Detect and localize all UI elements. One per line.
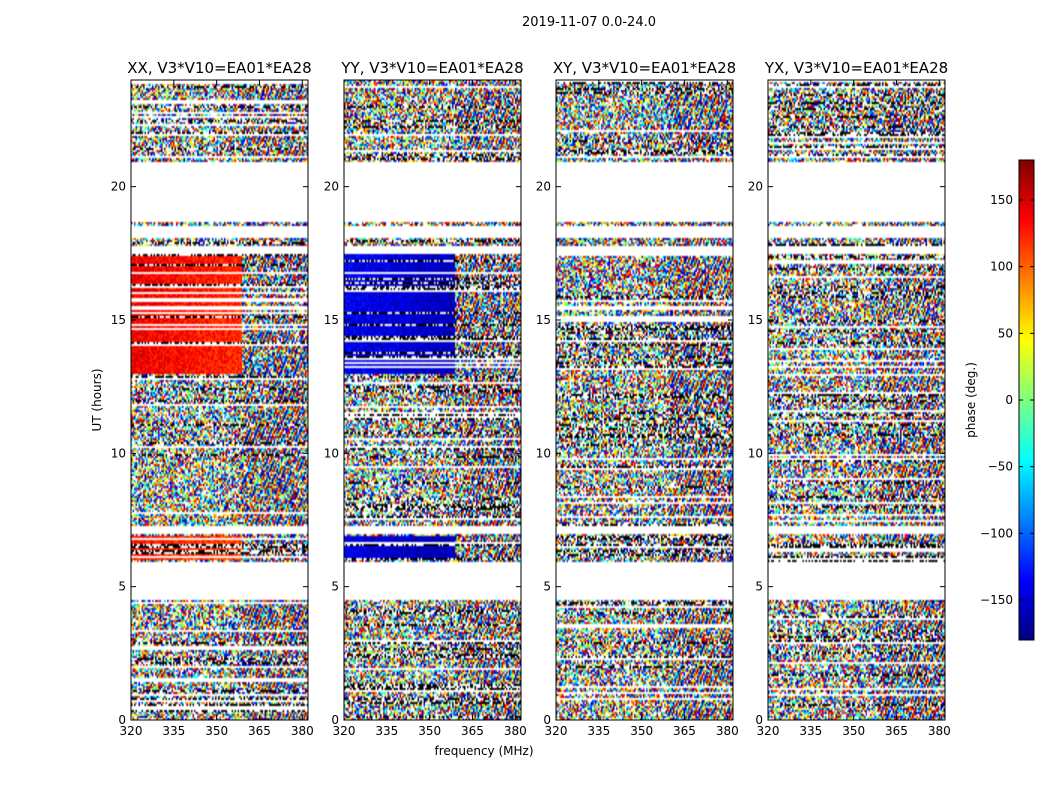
plot-frame <box>767 79 946 721</box>
y-tick-label: 0 <box>543 713 551 727</box>
x-tick-label: 320 <box>120 724 143 738</box>
x-tick-label: 335 <box>799 724 822 738</box>
x-tick-label: 320 <box>545 724 568 738</box>
x-tick-label: 350 <box>418 724 441 738</box>
x-tick-label: 350 <box>205 724 228 738</box>
phase-heatmap <box>768 80 945 720</box>
colorbar-label: phase (deg.) <box>964 362 978 438</box>
x-axis-label: frequency (MHz) <box>434 744 533 758</box>
colorbar: 150 100 50 0 −50 −100 −150 <box>980 159 1035 641</box>
x-tick-label: 380 <box>291 724 314 738</box>
y-tick-label: 0 <box>755 713 763 727</box>
phase-heatmap <box>344 80 521 720</box>
colorbar-tick-label: 100 <box>990 260 1013 274</box>
x-tick-label: 320 <box>333 724 356 738</box>
panel-4: YX, V3*V10=EA01*EA28 320 335 350 365 380 0 5 10 1… <box>748 59 951 738</box>
y-tick-label: 10 <box>748 446 763 460</box>
panel-title: YY, V3*V10=EA01*EA28 <box>340 59 523 77</box>
y-tick-label: 10 <box>111 446 126 460</box>
x-tick-label: 350 <box>630 724 653 738</box>
x-tick-label: 320 <box>757 724 780 738</box>
colorbar-tick-label: −50 <box>988 460 1013 474</box>
x-tick-label: 365 <box>248 724 271 738</box>
x-tick-label: 335 <box>162 724 185 738</box>
phase-heatmap <box>131 80 308 720</box>
y-tick-label: 20 <box>111 180 126 194</box>
y-tick-label: 0 <box>331 713 339 727</box>
colorbar-tick-label: 150 <box>990 193 1013 207</box>
y-tick-label: 5 <box>331 580 339 594</box>
panel-title: YX, V3*V10=EA01*EA28 <box>764 59 948 77</box>
y-tick-label: 10 <box>536 446 551 460</box>
y-tick-label: 15 <box>324 313 339 327</box>
y-tick-label: 5 <box>118 580 126 594</box>
y-tick-label: 20 <box>324 180 339 194</box>
x-tick-label: 365 <box>885 724 908 738</box>
y-axis-label: UT (hours) <box>90 368 104 431</box>
y-tick-label: 5 <box>543 580 551 594</box>
panel-3: XY, V3*V10=EA01*EA28 320 335 350 365 380 0 5 10 1… <box>536 59 739 738</box>
colorbar-tick-label: −150 <box>980 593 1013 607</box>
colorbar-tick-label: 0 <box>1005 393 1013 407</box>
figure-suptitle: 2019-11-07 0.0-24.0 <box>522 15 656 30</box>
y-tick-label: 0 <box>118 713 126 727</box>
panel-title: XY, V3*V10=EA01*EA28 <box>553 59 736 77</box>
y-tick-label: 15 <box>536 313 551 327</box>
x-tick-label: 380 <box>928 724 951 738</box>
x-tick-label: 335 <box>375 724 398 738</box>
x-tick-label: 380 <box>716 724 739 738</box>
x-tick-label: 335 <box>587 724 610 738</box>
phase-heatmap <box>556 80 733 720</box>
y-tick-label: 5 <box>755 580 763 594</box>
panel-2: YY, V3*V10=EA01*EA28 320 335 350 365 380 0 5 10 1… <box>324 59 527 738</box>
plot-frame <box>555 79 734 721</box>
colorbar-tick-label: −100 <box>980 526 1013 540</box>
y-tick-label: 20 <box>536 180 551 194</box>
x-tick-label: 380 <box>504 724 527 738</box>
x-tick-label: 365 <box>673 724 696 738</box>
panel-title: XX, V3*V10=EA01*EA28 <box>127 59 311 77</box>
y-tick-label: 10 <box>324 446 339 460</box>
plot-frame <box>130 79 309 721</box>
colorbar-tick-label: 50 <box>998 326 1013 340</box>
y-tick-label: 15 <box>748 313 763 327</box>
x-tick-label: 350 <box>842 724 865 738</box>
x-tick-label: 365 <box>461 724 484 738</box>
panels: XX, V3*V10=EA01*EA28 320 335 350 365 380 0 5 10 1… <box>111 59 951 738</box>
panel-1: XX, V3*V10=EA01*EA28 320 335 350 365 380 0 5 10 1… <box>111 59 314 738</box>
y-tick-label: 15 <box>111 313 126 327</box>
y-tick-label: 20 <box>748 180 763 194</box>
plot-frame <box>343 79 522 721</box>
